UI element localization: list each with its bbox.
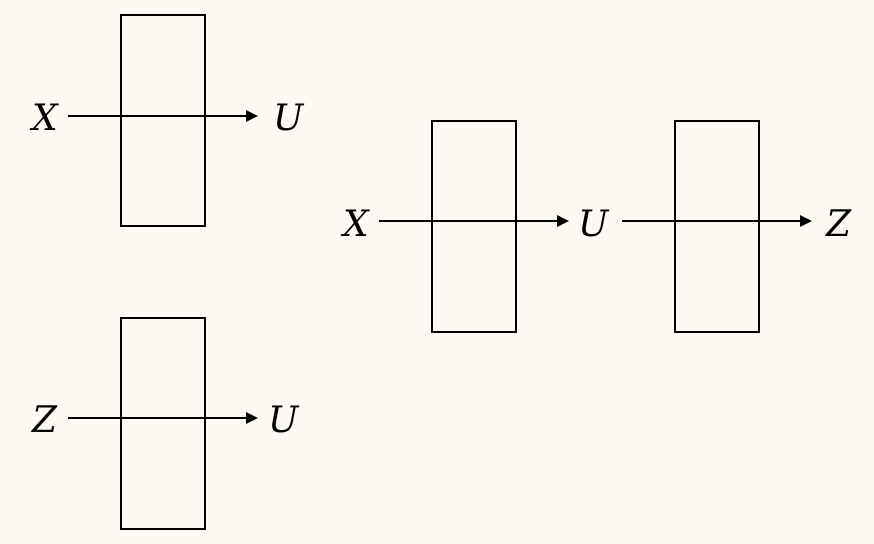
input-label-bottom-left: Z [31,400,58,441]
diagram-bottom-left: Z U [31,317,300,530]
middle-label-right-chain: U [578,204,610,245]
diagram-top-left: X U [29,14,305,227]
output-label-right-chain: Z [825,204,852,245]
function-box-right-second [674,120,760,333]
function-box-right-first [431,120,517,333]
function-box-bottom-left [120,317,206,530]
function-box-top-left [120,14,206,227]
input-label-right-chain: X [340,204,370,245]
input-label-top-left: X [29,98,59,139]
output-label-bottom-left: U [268,400,300,441]
output-label-top-left: U [273,98,305,139]
diagram-right-chain: X U Z [340,120,852,333]
